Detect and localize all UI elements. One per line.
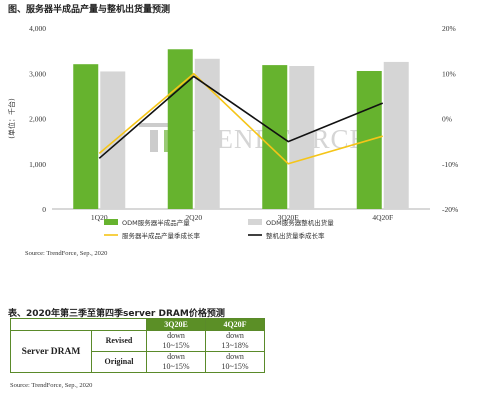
y-tick-label: 2,000 — [29, 115, 46, 124]
x-tick-label: 4Q20F — [372, 213, 393, 222]
bar — [194, 58, 220, 209]
series-line — [98, 75, 384, 159]
y2-tick-label: -10% — [442, 160, 458, 169]
y2-tick-label: 20% — [442, 24, 456, 33]
y-tick-label: 1,000 — [29, 160, 46, 169]
table-row: Original down 10~15% down 10~15% — [11, 351, 265, 373]
bar — [262, 65, 288, 209]
cell-revised-3q20e: down 10~15% — [146, 330, 206, 352]
price-forecast-table: 3Q20E 4Q20F Server DRAM Revised down 10~1… — [10, 318, 265, 373]
cell-revised-4q20f: down 13~18% — [205, 330, 265, 352]
series-line — [98, 72, 383, 165]
column-header-4q20f: 4Q20F — [205, 318, 265, 331]
bar — [100, 71, 126, 209]
bar — [383, 61, 409, 209]
x-tick-label: 2Q20 — [185, 213, 202, 222]
bar — [73, 64, 99, 209]
bar — [167, 49, 193, 209]
x-tick-label: 1Q20 — [91, 213, 108, 222]
legend-swatch — [104, 219, 118, 225]
table-row: Server DRAM Revised down 10~15% down 13~18… — [10, 330, 265, 373]
cell-original-3q20e: down 10~15% — [146, 351, 206, 373]
chart-title: 图、服务器半成品产量与整机出货量预测 — [8, 5, 171, 15]
y-tick-label: 4,000 — [29, 24, 46, 33]
legend-swatch — [248, 219, 262, 225]
row-label-original: Original — [91, 351, 147, 373]
column-header-3q20e: 3Q20E — [146, 318, 206, 331]
y-tick-label: 0 — [42, 205, 46, 214]
table-title: 表、2020年第三季至第四季server DRAM价格预测 — [8, 309, 225, 319]
table-corner-cell — [10, 318, 147, 331]
chart-source: Source: TrendForce, Sep., 2020 — [25, 250, 108, 257]
legend-label: 服务器半成品产量季成长率 — [122, 231, 201, 240]
bar — [289, 66, 315, 209]
legend-label: 整机出货量季成长率 — [266, 231, 325, 240]
x-tick-label: 3Q20E — [278, 213, 300, 222]
row-label-revised: Revised — [91, 330, 147, 352]
y-axis-label: (单位：千台) — [7, 98, 16, 139]
y-tick-label: 3,000 — [29, 69, 46, 78]
y2-tick-label: -20% — [442, 205, 458, 214]
legend-label: ODM服务器整机出货量 — [266, 218, 334, 227]
cell-original-4q20f: down 10~15% — [205, 351, 265, 373]
combo-chart: TRENDFORCE 01,0002,0003,0004,000-20%-10%… — [7, 24, 458, 240]
legend-label: ODM服务器半成品产量 — [122, 218, 190, 227]
y2-tick-label: 0% — [442, 115, 452, 124]
y2-tick-label: 10% — [442, 69, 456, 78]
row-header-server-dram: Server DRAM — [10, 330, 92, 373]
table-source: Source: TrendForce, Sep., 2020 — [10, 382, 93, 389]
